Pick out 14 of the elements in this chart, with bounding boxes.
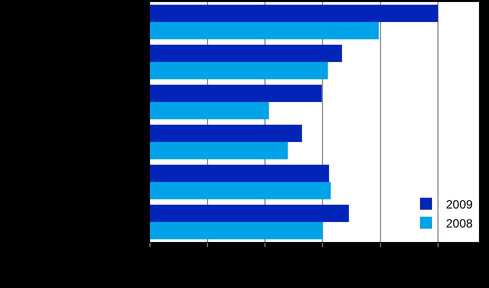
bar [150, 164, 330, 182]
bar [150, 204, 349, 222]
bar [150, 62, 328, 80]
bar [150, 4, 438, 22]
bar [150, 84, 322, 102]
bar [150, 124, 302, 142]
legend-label: 2009 [446, 197, 474, 212]
legend-label: 2008 [446, 216, 474, 230]
bar [150, 142, 288, 160]
bar [150, 222, 323, 240]
bar [150, 22, 379, 40]
bar [150, 44, 342, 62]
bar [150, 102, 269, 120]
bar [150, 182, 331, 200]
